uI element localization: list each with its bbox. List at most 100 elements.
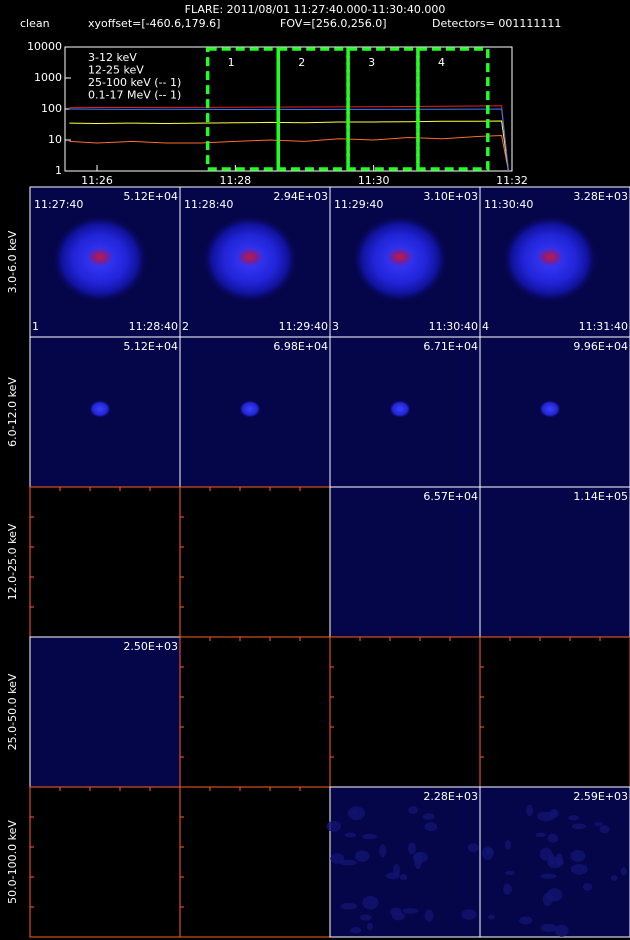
- source-core: [86, 247, 114, 267]
- image-cell: 5.12E+04 11:27:40 11:28:40 1: [29, 186, 181, 338]
- noise-blob: [424, 909, 434, 922]
- noise-blob: [326, 820, 341, 832]
- image-cell: 6.98E+04: [179, 336, 331, 488]
- start-time: 11:29:40: [334, 198, 383, 211]
- noise-blob: [547, 856, 564, 869]
- noise-blob: [554, 924, 569, 937]
- noise-blob: [481, 846, 494, 861]
- noise-blob: [461, 909, 477, 920]
- interval-label: 2: [298, 56, 305, 69]
- interval-label: 1: [228, 56, 235, 69]
- row-label: 3.0-6.0 keV: [6, 230, 19, 293]
- image-cell: 2.59E+03: [479, 786, 630, 938]
- image-cell: [179, 786, 331, 938]
- y-tick-label: 10000: [27, 40, 62, 53]
- noise-blob: [620, 867, 628, 876]
- noise-blob: [422, 813, 435, 820]
- noise-blob: [594, 822, 603, 827]
- start-time: 11:27:40: [34, 198, 83, 211]
- peak-value: 9.96E+04: [573, 340, 628, 353]
- noise-blob: [539, 847, 553, 861]
- series-line: [69, 105, 509, 172]
- source-spot: [89, 400, 111, 418]
- cell-background: [329, 486, 481, 638]
- noise-blob: [399, 873, 408, 881]
- peak-value: 5.12E+04: [123, 190, 178, 203]
- peak-value: 6.98E+04: [273, 340, 328, 353]
- noise-blob: [568, 815, 580, 821]
- source-spot: [239, 400, 261, 418]
- cell-background: [179, 786, 331, 938]
- peak-value: 2.94E+03: [273, 190, 328, 203]
- row-label: 6.0-12.0 keV: [6, 377, 19, 447]
- noise-blob: [570, 863, 588, 875]
- source-core: [386, 247, 414, 267]
- noise-blob: [610, 875, 618, 881]
- cell-background: [179, 636, 331, 788]
- x-tick-label: 11:28: [219, 174, 251, 187]
- noise-blob: [540, 873, 557, 879]
- image-cell: 2.28E+03: [326, 786, 481, 938]
- noise-blob: [537, 811, 555, 822]
- legend-entry: 25-100 keV (-- 1): [88, 76, 181, 89]
- image-cell: [329, 636, 481, 788]
- noise-blob: [344, 832, 357, 838]
- row-label: 25.0-50.0 keV: [6, 673, 19, 750]
- end-time: 11:29:40: [279, 320, 328, 333]
- peak-value: 2.59E+03: [573, 790, 628, 803]
- noise-blob: [546, 888, 563, 902]
- image-cell: 2.94E+03 11:28:40 11:29:40 2: [179, 186, 331, 338]
- cell-background: [29, 636, 181, 788]
- end-time: 11:30:40: [429, 320, 478, 333]
- series-line: [69, 108, 509, 172]
- image-cell: 6.57E+04: [329, 486, 481, 638]
- noise-blob: [362, 895, 379, 910]
- cell-index: 4: [482, 320, 489, 333]
- image-cell: [29, 486, 181, 638]
- peak-value: 2.28E+03: [423, 790, 478, 803]
- end-time: 11:28:40: [129, 320, 178, 333]
- x-tick-label: 11:30: [358, 174, 390, 187]
- peak-value: 1.14E+05: [573, 490, 628, 503]
- interval-label: 4: [438, 56, 445, 69]
- noise-blob: [519, 916, 533, 925]
- image-cell: 6.71E+04: [329, 336, 481, 488]
- fov: FOV=[256.0,256.0]: [280, 17, 387, 30]
- cell-index: 3: [332, 320, 339, 333]
- noise-blob: [505, 870, 515, 876]
- noise-blob: [379, 844, 387, 858]
- noise-blob: [504, 840, 512, 851]
- peak-value: 3.10E+03: [423, 190, 478, 203]
- noise-blob: [340, 902, 358, 910]
- noise-blob: [385, 872, 400, 880]
- legend-entry: 0.1-17 MeV (-- 1): [88, 89, 181, 102]
- end-time: 11:31:40: [579, 320, 628, 333]
- noise-blob: [540, 923, 558, 932]
- noise-blob: [391, 911, 405, 921]
- noise-blob: [408, 842, 416, 855]
- cell-background: [479, 486, 630, 638]
- interval-box: [416, 47, 490, 171]
- noise-blob: [599, 825, 610, 834]
- mode: clean: [20, 17, 50, 30]
- y-tick-label: 1: [55, 164, 62, 177]
- noise-blob: [359, 914, 372, 921]
- image-cell: [179, 636, 331, 788]
- image-cell: 9.96E+04: [479, 336, 630, 488]
- peak-value: 3.28E+03: [573, 190, 628, 203]
- series-line: [69, 120, 509, 172]
- source-spot: [539, 400, 561, 418]
- peak-value: 2.50E+03: [123, 640, 178, 653]
- noise-blob: [414, 855, 422, 870]
- cell-background: [479, 636, 630, 788]
- y-tick-label: 10: [48, 133, 62, 146]
- x-tick-label: 11:26: [81, 174, 113, 187]
- noise-blob: [503, 883, 512, 895]
- noise-blob: [351, 809, 359, 814]
- noise-blob: [571, 823, 586, 830]
- image-cell: 2.50E+03: [29, 636, 181, 788]
- peak-value: 6.71E+04: [423, 340, 478, 353]
- noise-blob: [488, 914, 496, 920]
- source-core: [236, 247, 264, 267]
- noise-blob: [402, 908, 419, 914]
